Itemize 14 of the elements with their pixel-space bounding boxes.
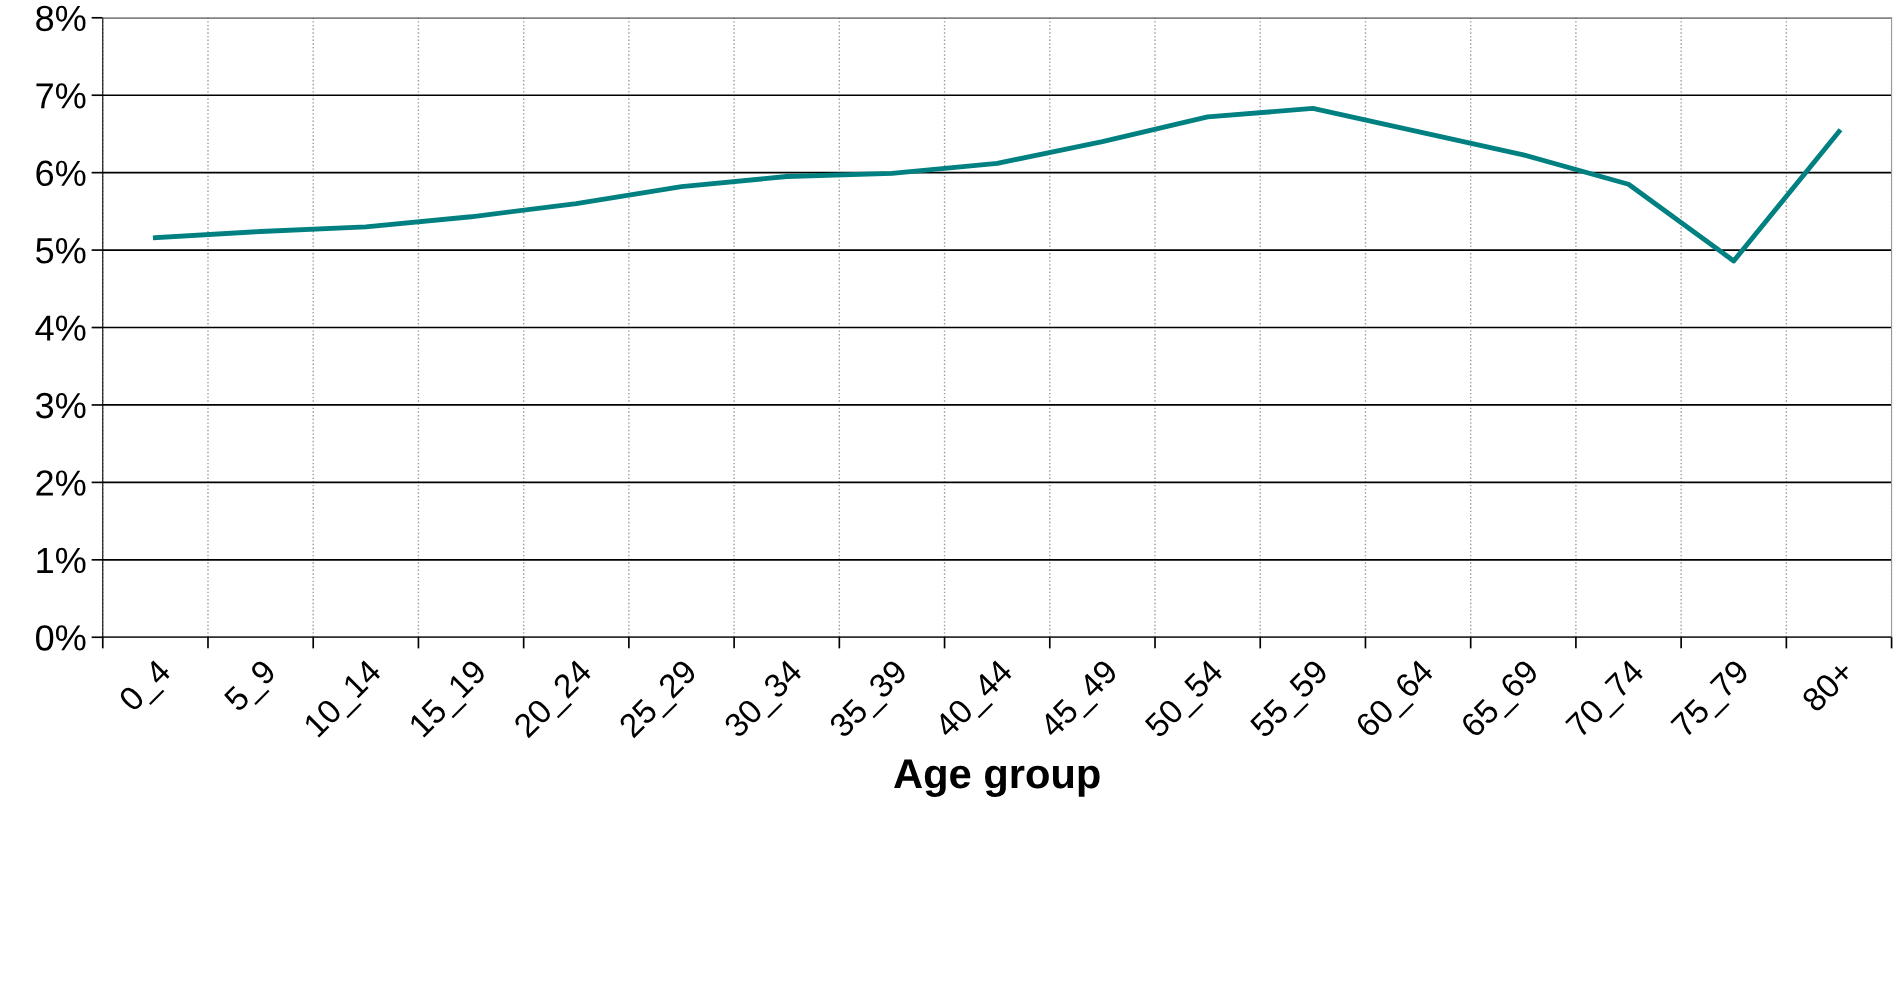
line-series [152,105,1842,264]
y-tick-label: 0% [36,625,86,651]
x-axis-title: Age group [894,759,1100,797]
y-tick-label: 2% [36,470,86,496]
y-tick-label: 7% [36,83,86,109]
y-tick-label: 4% [35,315,86,341]
x-tick-label: 0_4 [117,658,177,717]
y-tick-label: 1% [37,547,86,574]
x-tick-label: 5_9 [222,658,282,717]
y-tick-label: 3% [35,392,86,419]
y-tick-label: 8% [36,5,86,32]
y-tick-label: 6% [36,160,86,187]
x-tick-label: 80+ [1800,658,1856,713]
y-tick-label: 5% [36,238,86,264]
